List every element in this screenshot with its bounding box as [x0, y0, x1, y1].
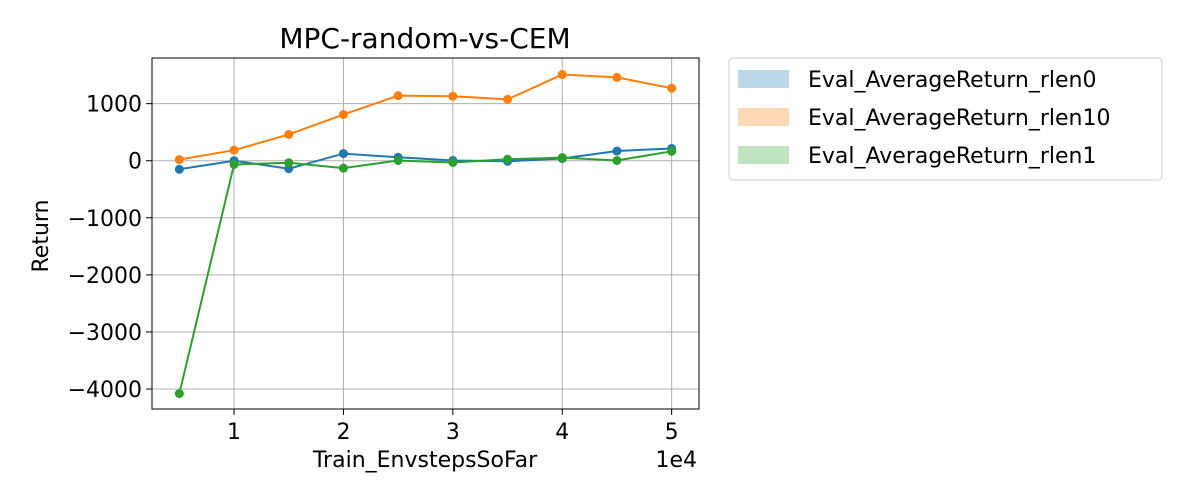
data-point — [338, 110, 348, 120]
x-axis-ticks: 1 2 3 4 5 — [227, 409, 679, 445]
data-point — [393, 155, 403, 165]
y-tick-label: −4000 — [68, 378, 142, 403]
data-point — [612, 146, 622, 156]
series-line — [178, 150, 672, 394]
legend-entry-label: Eval_AverageReturn_rlen10 — [808, 106, 1111, 131]
series-line — [179, 147, 672, 171]
x-tick-label: 2 — [336, 420, 350, 445]
legend-swatch — [738, 108, 789, 126]
series-2 — [174, 70, 677, 165]
data-point — [612, 155, 622, 165]
data-point — [174, 155, 184, 165]
data-point — [338, 149, 348, 159]
grid-lines — [152, 58, 699, 409]
data-point — [229, 145, 239, 155]
data-point — [503, 94, 513, 104]
y-axis-ticks: 1000 0 −1000 −2000 −3000 −4000 — [68, 93, 152, 403]
y-axis-label: Return — [29, 199, 54, 272]
legend-frame — [728, 57, 1163, 181]
y-tick-label: 1000 — [86, 93, 142, 118]
x-tick-label: 1 — [227, 420, 241, 445]
x-axis-offset-label: 1e4 — [655, 448, 697, 473]
chart-title: MPC-random-vs-CEM — [279, 22, 570, 55]
legend: Eval_AverageReturn_rlen0 Eval_AverageRetu… — [728, 57, 1163, 181]
legend-entry-label: Eval_AverageReturn_rlen1 — [808, 144, 1097, 169]
series-layer — [174, 70, 677, 399]
x-tick-label: 5 — [665, 420, 679, 445]
data-point — [612, 72, 622, 82]
series-line — [179, 73, 672, 161]
data-point — [229, 159, 239, 169]
data-point — [448, 157, 458, 167]
y-tick-label: 0 — [128, 150, 142, 175]
y-tick-label: −1000 — [68, 207, 142, 232]
data-point — [448, 91, 458, 101]
data-point — [174, 164, 184, 174]
data-point — [503, 154, 513, 164]
x-axis-label: Train_EnvstepsSoFar — [312, 448, 538, 473]
data-point — [667, 146, 677, 156]
x-tick-label: 3 — [446, 420, 460, 445]
y-tick-label: −2000 — [68, 264, 142, 289]
y-tick-label: −3000 — [68, 321, 142, 346]
data-point — [174, 389, 184, 399]
x-tick-label: 4 — [555, 420, 569, 445]
plot-area-frame — [151, 57, 700, 410]
legend-entry-label: Eval_AverageReturn_rlen0 — [808, 68, 1097, 93]
data-point — [284, 158, 294, 168]
data-point — [284, 129, 294, 139]
series-3 — [174, 146, 677, 399]
data-point — [667, 83, 677, 93]
data-point — [393, 91, 403, 101]
data-point — [338, 163, 348, 173]
data-point — [557, 70, 567, 80]
legend-swatch — [738, 70, 789, 88]
legend-swatch — [738, 146, 789, 164]
data-point — [557, 153, 567, 163]
